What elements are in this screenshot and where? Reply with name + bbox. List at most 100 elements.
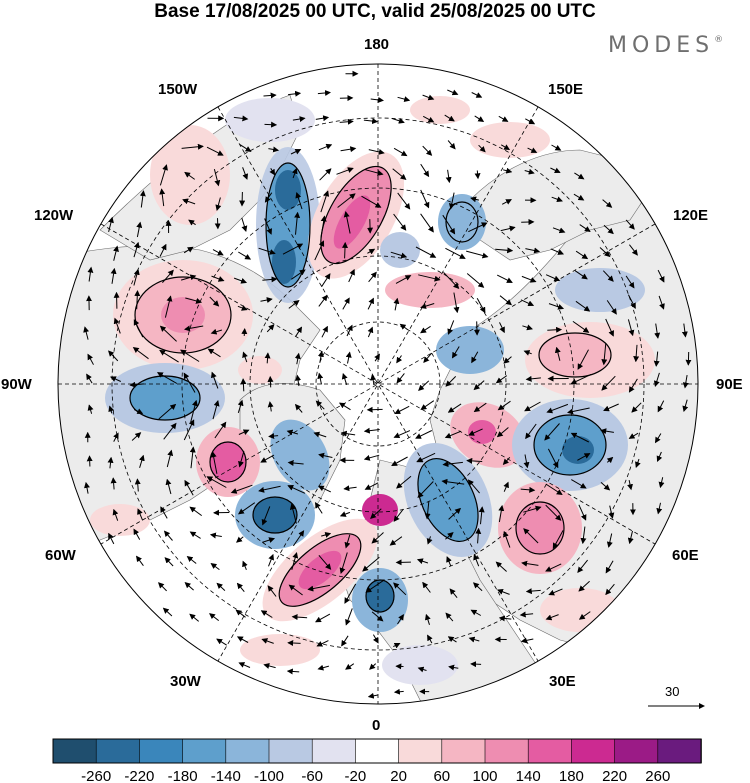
wind-vector [427, 634, 433, 644]
wind-vector [213, 168, 221, 187]
wind-vector [447, 320, 455, 335]
wind-vector [443, 271, 460, 290]
blue-anomaly [382, 645, 458, 685]
wind-vector [345, 608, 353, 626]
colorbar-swatch [657, 738, 702, 764]
colorbar-tick-label: 100 [472, 768, 497, 783]
wind-vector [292, 530, 305, 547]
wind-vector [441, 478, 465, 485]
wind-vector [238, 429, 250, 435]
wind-vector [286, 429, 299, 436]
wind-vector [368, 148, 385, 155]
wind-vector [313, 431, 327, 438]
wind-vector [361, 195, 382, 208]
wind-vector [238, 450, 245, 468]
wind-vector [600, 482, 611, 491]
red-anomaly [333, 195, 371, 249]
wind-vector [367, 692, 378, 699]
wind-vector [575, 300, 591, 312]
wind-vector [339, 552, 348, 574]
wind-vector [342, 241, 349, 259]
wind-vector [113, 317, 121, 334]
wind-vector [420, 189, 430, 209]
wind-vector [317, 485, 332, 493]
wind-vector [184, 325, 204, 332]
modes-logo: MODES® [608, 33, 723, 58]
wind-vector [500, 225, 516, 232]
red-anomaly [385, 272, 475, 308]
wind-vector [314, 240, 325, 261]
wind-vector [470, 196, 480, 203]
wind-vector [113, 432, 119, 442]
wind-vector [86, 373, 93, 384]
wind-vector [447, 140, 456, 150]
wind-vector [348, 268, 355, 283]
wind-vector [209, 532, 222, 539]
wind-vector [474, 170, 481, 180]
wind-vector [318, 452, 333, 459]
wind-vector [368, 271, 377, 283]
contour-line [265, 162, 311, 288]
wind-vector [108, 216, 114, 233]
latitude-circle [111, 117, 645, 651]
wind-vector [546, 403, 569, 414]
wind-vector [657, 269, 665, 283]
wind-vector [159, 243, 167, 257]
wind-vector [318, 143, 333, 151]
wind-vector [110, 477, 117, 490]
wind-vector [420, 325, 431, 334]
wind-vector [554, 346, 561, 361]
colorbar-tick-label: 20 [390, 768, 407, 783]
registered-mark: ® [714, 35, 724, 45]
wind-vector [468, 428, 483, 436]
lon-label-30e: 30E [549, 673, 576, 690]
wind-vector [87, 404, 94, 414]
colorbar-tick-label: -20 [345, 768, 367, 783]
wind-vector [315, 115, 330, 122]
wind-vector [606, 456, 614, 464]
wind-vector [495, 247, 514, 254]
wind-vector [206, 146, 224, 156]
wind-vector [165, 478, 172, 495]
wind-vector [545, 483, 563, 496]
wind-vector [654, 323, 661, 339]
wind-vector [525, 375, 541, 382]
wind-vector [258, 247, 276, 255]
wind-vector [475, 527, 482, 544]
colorbar-swatch [225, 738, 270, 764]
lon-label-180: 180 [364, 36, 390, 53]
wind-vector [574, 172, 585, 180]
wind-vector [268, 553, 274, 567]
wind-vector [320, 215, 327, 239]
wind-vector [501, 199, 512, 205]
wind-vector [166, 449, 174, 468]
lon-label-120e: 120E [673, 207, 709, 224]
wind-vector [396, 373, 405, 384]
colorbar-tick-label: 260 [645, 768, 670, 783]
wind-vector [319, 168, 332, 181]
wind-vector [495, 375, 508, 384]
colorbar: -260 -220 -180 -140 -100 -60 -20 20 60 100 140 180 2… [52, 738, 702, 783]
colorbar-swatch [484, 738, 530, 764]
wind-vector [261, 638, 274, 644]
contour-line [209, 441, 247, 483]
wind-vector [521, 275, 537, 283]
wind-vector [139, 190, 146, 208]
wind-vector [525, 588, 541, 595]
wind-vector [574, 270, 588, 280]
wind-vector [163, 530, 173, 541]
red-anomaly [298, 550, 342, 590]
wind-vector [138, 454, 145, 468]
wind-vector [627, 530, 634, 545]
wind-vector [451, 346, 460, 359]
wind-vector [264, 192, 273, 203]
wind-vector [393, 508, 404, 522]
wind-vector [627, 479, 633, 491]
wind-vector [180, 349, 200, 362]
wind-vector [156, 372, 178, 384]
wind-vector [657, 400, 665, 413]
wind-vector [656, 451, 663, 463]
wind-vector [474, 115, 485, 122]
lon-label-60w: 60W [45, 547, 76, 564]
wind-vector [422, 115, 435, 123]
